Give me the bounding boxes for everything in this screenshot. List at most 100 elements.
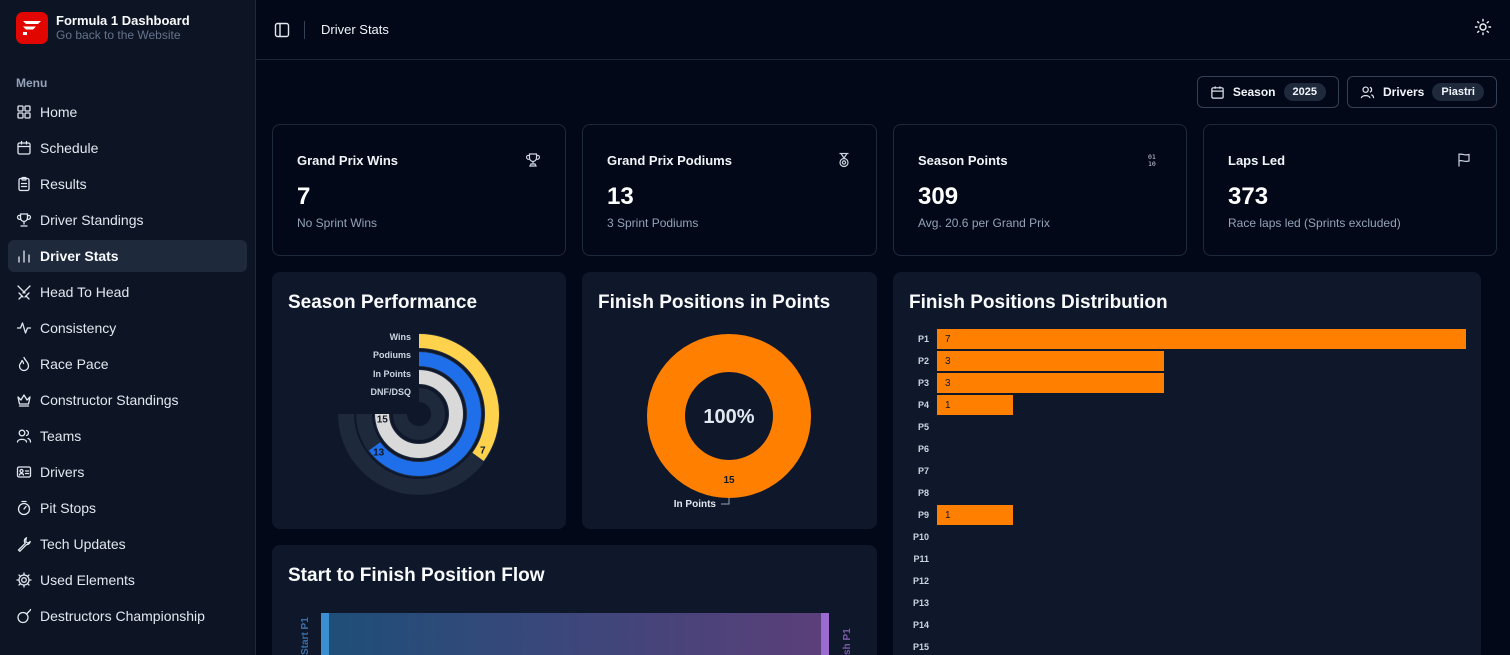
sidebar-item-pit-stops[interactable]: Pit Stops [8, 492, 247, 524]
sidebar-item-teams[interactable]: Teams [8, 420, 247, 452]
page-title: Driver Stats [321, 22, 389, 37]
drivers-filter-value: Piastri [1432, 83, 1484, 101]
theme-toggle-sun-icon[interactable] [1474, 18, 1492, 36]
distribution-tick-label: P9 [917, 510, 929, 520]
trophy-icon [525, 153, 541, 167]
distribution-row: P15 [909, 637, 937, 655]
stat-value: 373 [1228, 183, 1269, 210]
crown-icon [17, 394, 31, 407]
filters: Season 2025 Drivers Piastri [1196, 76, 1497, 108]
sidebar-toggle-icon[interactable] [272, 20, 292, 40]
sidebar-item-label: Destructors Championship [40, 608, 205, 624]
sidebar-item-driver-stats[interactable]: Driver Stats [8, 240, 247, 272]
distribution-bar[interactable]: 3 [937, 351, 1164, 371]
bar-chart-icon [18, 250, 30, 263]
sidebar-item-constructor-standings[interactable]: Constructor Standings [8, 384, 247, 416]
header: Driver Stats [256, 0, 1510, 60]
distribution-bar[interactable]: 1 [937, 395, 1013, 415]
sidebar-item-label: Constructor Standings [40, 392, 179, 408]
radial-value-label: 7 [480, 446, 486, 457]
distribution-row: P2 3 [909, 351, 1164, 371]
season-filter-button[interactable]: Season 2025 [1196, 76, 1339, 108]
back-to-website-link[interactable]: Go back to the Website [56, 28, 181, 43]
distribution-value-label: 1 [945, 399, 951, 411]
stat-subtitle: Avg. 20.6 per Grand Prix [918, 216, 1050, 230]
distribution-tick-label: P7 [917, 466, 929, 476]
f1-logo-icon [16, 11, 48, 44]
sidebar-item-race-pace[interactable]: Race Pace [8, 348, 247, 380]
calendar-icon [17, 140, 31, 155]
radial-bar-podiums[interactable] [368, 352, 481, 476]
users-icon [1360, 85, 1375, 98]
sidebar-item-used-elements[interactable]: Used Elements [8, 564, 247, 596]
distribution-tick-label: P6 [917, 444, 929, 454]
distribution-row: P12 [909, 571, 937, 591]
distribution-tick-label: P14 [912, 620, 929, 630]
radial-value-label: 13 [373, 447, 385, 458]
distribution-row: P3 3 [909, 373, 1164, 393]
sidebar-item-label: Pit Stops [40, 500, 97, 516]
brand[interactable]: Formula 1 Dashboard Go back to the Websi… [0, 0, 255, 55]
radial-bar-wins[interactable] [418, 334, 499, 462]
sidebar-item-consistency[interactable]: Consistency [8, 312, 247, 344]
distribution-bar[interactable]: 3 [937, 373, 1164, 393]
finish-positions-in-points-chart: 15 In Points 100% [647, 334, 811, 510]
panel-title: Start to Finish Position Flow [288, 565, 545, 586]
sidebar: Formula 1 Dashboard Go back to the Websi… [0, 0, 256, 655]
radial-value-label: 15 [377, 414, 389, 425]
distribution-value-label: 3 [945, 355, 951, 367]
stat-value: 7 [297, 183, 311, 210]
sidebar-item-home[interactable]: Home [8, 96, 247, 128]
cog-icon [16, 572, 32, 588]
stat-subtitle: 3 Sprint Podiums [607, 216, 699, 230]
sidebar-item-head-to-head[interactable]: Head To Head [8, 276, 247, 308]
sidebar-item-driver-standings[interactable]: Driver Standings [8, 204, 247, 236]
sidebar-item-label: Consistency [40, 320, 117, 336]
wrench-icon [17, 537, 31, 552]
id-card-icon [16, 466, 32, 478]
season-filter-label: Season [1232, 85, 1276, 99]
radial-bar-in-points[interactable] [375, 370, 463, 458]
stat-value: 309 [918, 183, 959, 210]
distribution-row: P8 [909, 483, 937, 503]
stat-subtitle: Race laps led (Sprints excluded) [1228, 216, 1401, 230]
radial-track [393, 388, 445, 440]
radial-series-label: In Points [373, 369, 411, 379]
sidebar-item-schedule[interactable]: Schedule [8, 132, 247, 164]
donut-center-label: 100% [703, 406, 754, 428]
sidebar-item-destructors-championship[interactable]: Destructors Championship [8, 600, 247, 632]
trophy-icon [16, 213, 32, 227]
header-separator [304, 20, 305, 39]
radial-series-label: Podiums [373, 350, 411, 360]
donut-value-label: 15 [723, 475, 735, 486]
distribution-tick-label: P8 [917, 488, 929, 498]
distribution-tick-label: P2 [917, 356, 929, 366]
distribution-bar[interactable]: 7 [937, 329, 1466, 349]
donut-leader-line [721, 498, 730, 505]
season-filter-value: 2025 [1283, 83, 1326, 101]
sidebar-item-label: Home [40, 104, 78, 120]
radial-series-label: DNF/DSQ [371, 387, 412, 397]
start-finish-flow-panel: Start to Finish Position Flow Start P1 s… [272, 545, 877, 655]
distribution-tick-label: P1 [917, 334, 929, 344]
flow-start-node [321, 613, 329, 655]
users-icon [16, 429, 32, 443]
activity-icon [16, 322, 32, 334]
sidebar-item-results[interactable]: Results [8, 168, 247, 200]
distribution-bar[interactable]: 1 [937, 505, 1013, 525]
donut-slice[interactable] [647, 334, 811, 498]
distribution-tick-label: P15 [912, 642, 929, 652]
drivers-filter-button[interactable]: Drivers Piastri [1346, 76, 1497, 108]
distribution-row: P14 [909, 615, 937, 635]
sidebar-item-label: Teams [40, 428, 82, 444]
stat-value: 13 [607, 183, 634, 210]
sidebar-item-drivers[interactable]: Drivers [8, 456, 247, 488]
sidebar-item-tech-updates[interactable]: Tech Updates [8, 528, 247, 560]
stat-card-laps-led: Laps Led 373 Race laps led (Sprints excl… [1203, 124, 1497, 256]
donut-slice-label: In Points [674, 499, 717, 510]
clipboard-icon [18, 176, 30, 192]
panel-title: Finish Positions in Points [598, 292, 831, 313]
distribution-tick-label: P12 [912, 576, 929, 586]
distribution-row: P11 [909, 549, 937, 569]
stat-title: Grand Prix Podiums [607, 153, 732, 168]
